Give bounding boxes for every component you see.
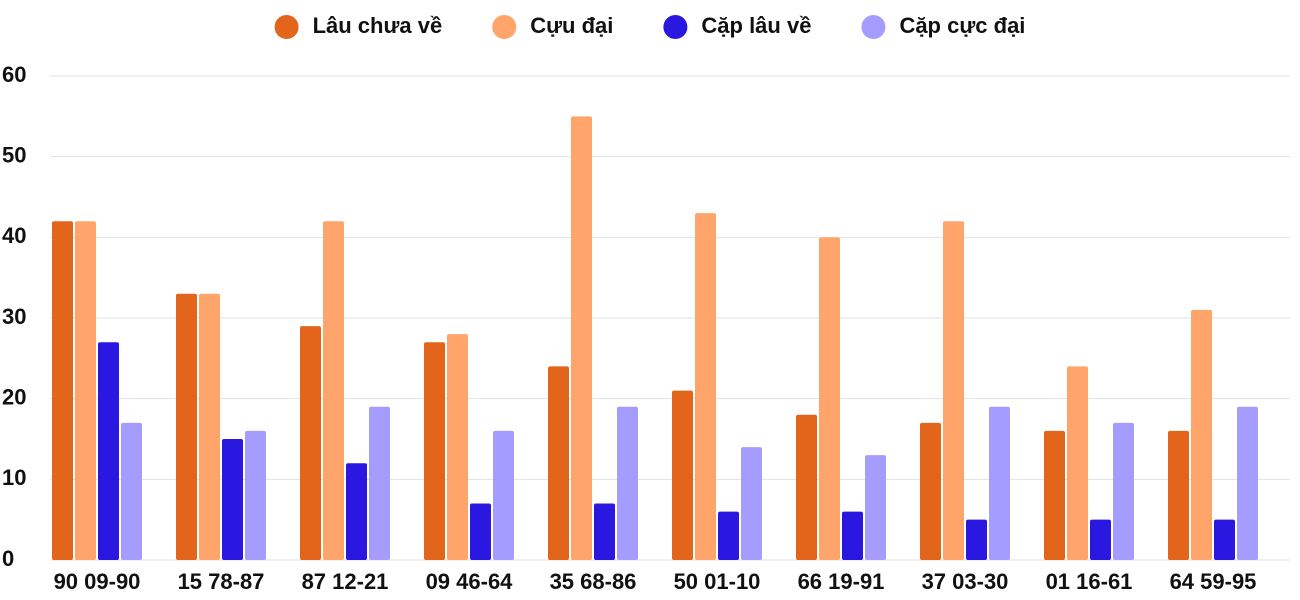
legend-marker <box>492 15 517 39</box>
bar <box>796 414 817 560</box>
bar <box>52 221 73 560</box>
bar <box>1090 519 1111 560</box>
x-tick-label: 87 12-21 <box>302 569 389 594</box>
x-tick-label: 01 16-61 <box>1046 569 1133 594</box>
bar <box>98 342 119 560</box>
x-tick-label: 64 59-95 <box>1170 569 1257 594</box>
bar <box>222 439 243 560</box>
x-tick-label: 09 46-64 <box>426 569 514 594</box>
bar <box>617 406 638 560</box>
bar <box>819 237 840 561</box>
bar <box>75 221 96 560</box>
bar <box>369 406 390 560</box>
y-tick-label: 60 <box>2 62 26 87</box>
legend-marker <box>274 15 299 39</box>
bar <box>346 463 367 560</box>
y-tick-label: 50 <box>2 142 26 167</box>
y-tick-label: 30 <box>2 304 26 329</box>
legend-marker <box>861 15 886 39</box>
bar <box>493 430 514 560</box>
bar <box>323 221 344 560</box>
bar <box>741 447 762 560</box>
bar <box>447 334 468 560</box>
bar <box>121 422 142 560</box>
bar <box>245 430 266 560</box>
bar <box>548 366 569 560</box>
bar <box>718 511 739 560</box>
bar <box>1044 430 1065 560</box>
y-tick-label: 20 <box>2 384 26 409</box>
bar <box>695 213 716 560</box>
bar <box>966 519 987 560</box>
bar <box>1214 519 1235 560</box>
y-tick-label: 0 <box>2 546 14 571</box>
legend-label: Cặp cực đại <box>899 13 1025 38</box>
bar <box>300 326 321 560</box>
bar <box>594 503 615 560</box>
bar <box>176 293 197 560</box>
bar <box>842 511 863 560</box>
bar <box>199 293 220 560</box>
legend-label: Cựu đại <box>530 13 613 38</box>
x-tick-label: 15 78-87 <box>178 569 265 594</box>
bar <box>920 422 941 560</box>
y-tick-label: 10 <box>2 465 26 490</box>
bar <box>571 116 592 560</box>
bar <box>1168 430 1189 560</box>
bar <box>424 342 445 560</box>
bar <box>1237 406 1258 560</box>
legend-marker <box>663 15 688 39</box>
legend-label: Lâu chưa về <box>313 13 443 38</box>
legend-label: Cặp lâu về <box>701 13 811 38</box>
x-tick-label: 66 19-91 <box>798 569 885 594</box>
x-tick-label: 37 03-30 <box>922 569 1009 594</box>
x-tick-label: 35 68-86 <box>550 569 637 594</box>
x-tick-label: 90 09-90 <box>54 569 141 594</box>
bar <box>989 406 1010 560</box>
bar <box>943 221 964 560</box>
bar <box>865 455 886 560</box>
bar <box>1191 309 1212 560</box>
bar <box>1113 422 1134 560</box>
bar <box>1067 366 1088 560</box>
y-tick-label: 40 <box>2 223 26 248</box>
x-tick-label: 50 01-10 <box>674 569 761 594</box>
bar <box>672 390 693 560</box>
bar <box>470 503 491 560</box>
